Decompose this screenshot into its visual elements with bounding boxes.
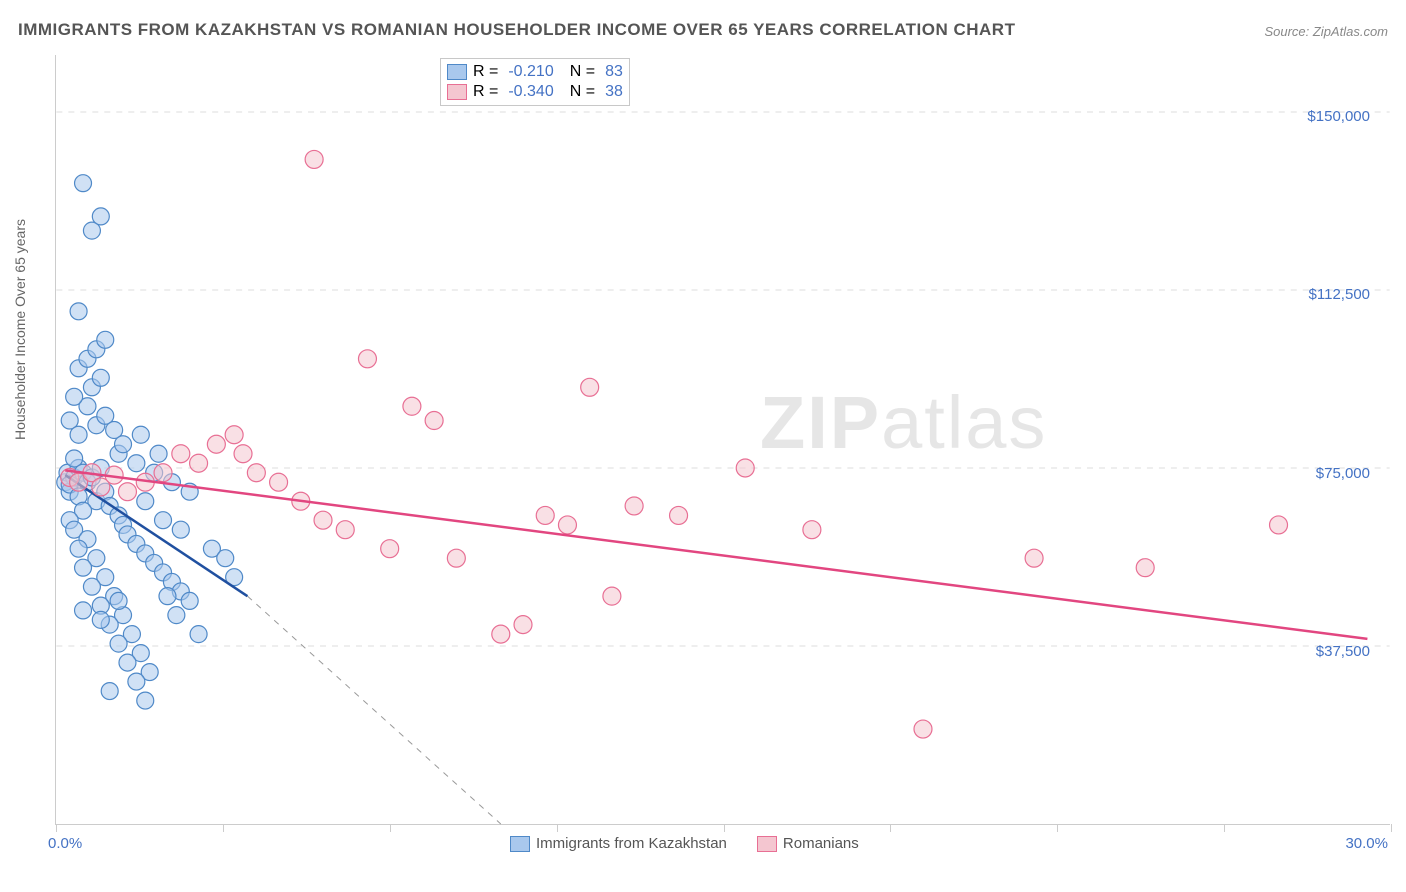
x-tick — [1057, 824, 1058, 832]
y-tick-label: $75,000 — [1316, 465, 1370, 482]
x-axis-min-label: 0.0% — [48, 835, 82, 852]
y-tick-label: $112,500 — [1309, 286, 1370, 303]
bottom-legend-item: Immigrants from Kazakhstan — [510, 835, 727, 852]
source-attribution: Source: ZipAtlas.com — [1264, 24, 1388, 39]
x-tick — [390, 824, 391, 832]
n-value: 38 — [605, 83, 623, 101]
n-label: N = — [570, 63, 595, 81]
plot-area: $37,500 $75,000 $112,500 $150,000 — [55, 55, 1390, 825]
legend-swatch — [757, 836, 777, 852]
x-axis-max-label: 30.0% — [1345, 835, 1388, 852]
x-tick — [1224, 824, 1225, 832]
bottom-legend-item: Romanians — [757, 835, 859, 852]
x-tick — [56, 824, 57, 832]
x-tick — [557, 824, 558, 832]
x-tick — [890, 824, 891, 832]
stats-legend-row: R = -0.210 N = 83 — [447, 62, 623, 82]
legend-label: Immigrants from Kazakhstan — [536, 835, 727, 852]
n-label: N = — [570, 83, 595, 101]
n-value: 83 — [605, 63, 623, 81]
stats-legend-box: R = -0.210 N = 83 R = -0.340 N = 38 — [440, 58, 630, 106]
r-value: -0.210 — [508, 63, 553, 81]
legend-swatch — [510, 836, 530, 852]
x-tick — [1391, 824, 1392, 832]
y-tick-label: $37,500 — [1316, 643, 1370, 660]
y-axis-label: Householder Income Over 65 years — [12, 219, 28, 440]
x-tick — [223, 824, 224, 832]
legend-label: Romanians — [783, 835, 859, 852]
plot-svg — [56, 55, 1390, 824]
correlation-chart: IMMIGRANTS FROM KAZAKHSTAN VS ROMANIAN H… — [0, 0, 1406, 892]
chart-title: IMMIGRANTS FROM KAZAKHSTAN VS ROMANIAN H… — [18, 20, 1015, 40]
legend-swatch — [447, 84, 467, 100]
r-value: -0.340 — [508, 83, 553, 101]
stats-legend-row: R = -0.340 N = 38 — [447, 82, 623, 102]
y-tick-label: $150,000 — [1307, 108, 1370, 125]
r-label: R = — [473, 63, 498, 81]
legend-swatch — [447, 64, 467, 80]
bottom-legend: Immigrants from Kazakhstan Romanians — [510, 835, 859, 852]
x-tick — [724, 824, 725, 832]
r-label: R = — [473, 83, 498, 101]
